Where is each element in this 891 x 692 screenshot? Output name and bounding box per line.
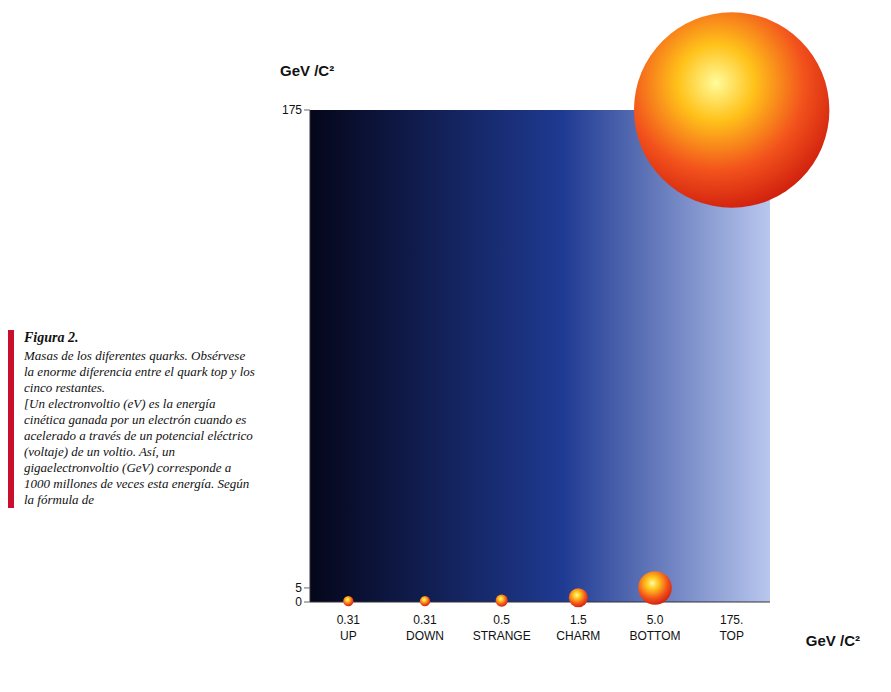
html-text:Figura 2.: Figura 2. [24,330,79,345]
svg-text:175.: 175. [720,613,743,627]
svg-text:CHARM: CHARM [556,629,600,643]
html-text:GeV /C²: GeV /C² [805,632,860,649]
svg-text:0.31: 0.31 [337,613,361,627]
svg-text:BOTTOM: BOTTOM [629,629,680,643]
html-text:Masas de los diferentes quarks: Masas de los diferentes quarks. Obsérves… [24,348,255,395]
svg-text:STRANGE: STRANGE [473,629,531,643]
svg-text:5: 5 [295,581,302,595]
html-text:GeV /C²: GeV /C² [280,62,335,79]
svg-text:TOP: TOP [719,629,743,643]
svg-text:0.31: 0.31 [413,613,437,627]
svg-text:0.5: 0.5 [493,613,510,627]
svg-text:DOWN: DOWN [406,629,444,643]
svg-text:0: 0 [295,595,302,609]
html-text:[Un electronvoltio (eV) es la: [Un electronvoltio (eV) es la energía ci… [24,396,253,507]
svg-text:UP: UP [340,629,357,643]
svg-text:175: 175 [282,103,302,117]
svg-text:5.0: 5.0 [647,613,664,627]
svg-text:1.5: 1.5 [570,613,587,627]
